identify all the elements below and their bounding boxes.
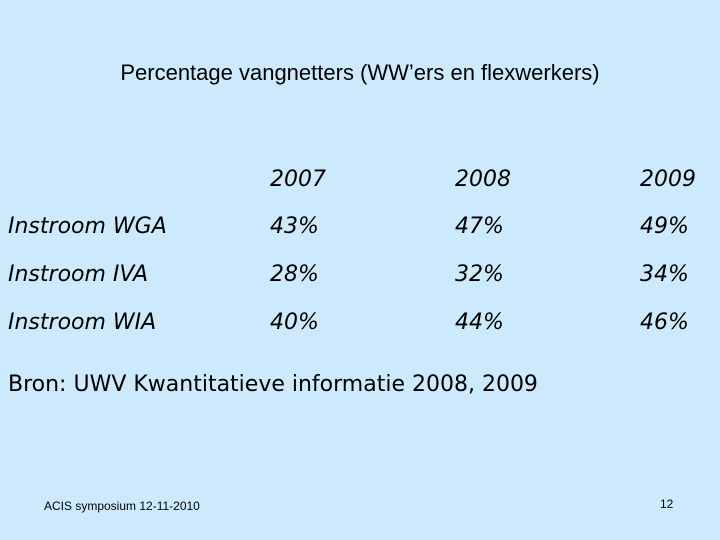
table-cell: 44% bbox=[455, 310, 504, 335]
row-label: Instroom WGA bbox=[8, 214, 167, 239]
table-cell: 32% bbox=[455, 262, 504, 287]
footer-text: ACIS symposium 12-11-2010 bbox=[44, 499, 200, 513]
table-cell: 46% bbox=[640, 310, 689, 335]
row-label: Instroom IVA bbox=[8, 262, 149, 287]
column-header: 2009 bbox=[640, 167, 696, 192]
page-number: 12 bbox=[660, 497, 674, 511]
source-note: Bron: UWV Kwantitatieve informatie 2008,… bbox=[8, 372, 538, 397]
column-header: 2008 bbox=[455, 167, 511, 192]
table-cell: 47% bbox=[455, 214, 504, 239]
table-cell: 34% bbox=[640, 262, 689, 287]
row-label: Instroom WIA bbox=[8, 310, 157, 335]
table-cell: 49% bbox=[640, 214, 689, 239]
table-cell: 43% bbox=[270, 214, 319, 239]
slide-title: Percentage vangnetters (WW’ers en flexwe… bbox=[120, 60, 600, 85]
column-header: 2007 bbox=[270, 167, 326, 192]
table-cell: 40% bbox=[270, 310, 319, 335]
table-cell: 28% bbox=[270, 262, 319, 287]
